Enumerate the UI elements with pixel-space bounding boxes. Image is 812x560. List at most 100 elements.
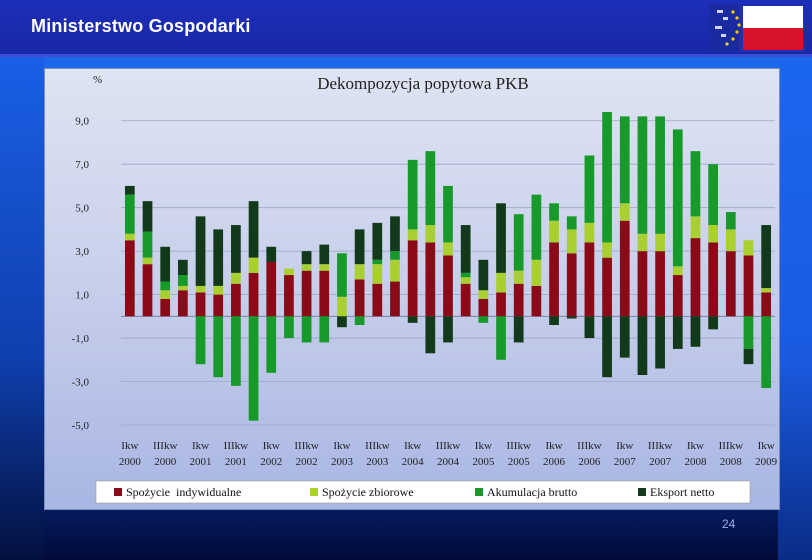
bar-eksport-netto — [478, 259, 489, 291]
bar-akumulacja-brutto — [725, 212, 736, 230]
x-tick-label: Ikw — [475, 440, 492, 452]
x-tick-label: Ikw — [616, 440, 633, 452]
bar-spozycie-zbiorowe — [390, 259, 400, 282]
bar-spozycie-zbiorowe — [160, 290, 171, 299]
bar-spozycie-zbiorowe — [248, 257, 259, 273]
bar-spozycie-zbiorowe — [761, 288, 772, 293]
bar-spozycie-indywidualne — [407, 240, 418, 317]
bar-akumulacja-brutto — [743, 316, 754, 349]
bar-spozycie-indywidualne — [531, 285, 542, 317]
x-tick-label: Ikw — [121, 440, 138, 452]
bar-akumulacja-brutto — [178, 275, 188, 286]
bar-spozycie-zbiorowe — [743, 240, 754, 256]
right-decor-strip — [778, 57, 812, 560]
x-tick-label-year: 2007 — [649, 456, 672, 468]
bar-eksport-netto — [142, 201, 153, 232]
bar-spozycie-indywidualne — [708, 242, 718, 317]
x-tick-label-year: 2004 — [437, 456, 460, 468]
x-tick-label-year: 2004 — [402, 456, 425, 468]
bar-spozycie-zbiorowe — [496, 272, 506, 293]
bar-spozycie-indywidualne — [672, 275, 683, 317]
legend-label-spozycie-indywidualne: Spożycie indywidualne — [126, 485, 241, 499]
legend-swatch-spozycie-indywidualne — [114, 488, 122, 496]
bar-spozycie-zbiorowe — [425, 225, 436, 243]
bar-spozycie-zbiorowe — [513, 270, 524, 284]
bar-spozycie-zbiorowe — [690, 216, 701, 239]
chart-title: Dekompozycja popytowa PKB — [317, 74, 529, 93]
bar-akumulacja-brutto — [124, 194, 135, 234]
x-tick-label: IIIkw — [648, 440, 672, 452]
x-tick-label-year: 2008 — [720, 456, 743, 468]
bar-spozycie-indywidualne — [619, 220, 630, 317]
x-tick-label-year: 2006 — [543, 456, 566, 468]
bar-eksport-netto — [655, 316, 665, 369]
y-tick-label: 9,0 — [75, 116, 89, 128]
bar-akumulacja-brutto — [690, 151, 701, 217]
x-tick-label: IIIkw — [294, 440, 318, 452]
x-tick-label-year: 2002 — [260, 456, 282, 468]
bar-eksport-netto — [301, 251, 312, 265]
bar-spozycie-zbiorowe — [319, 264, 330, 271]
x-tick-label: IIIkw — [436, 440, 460, 452]
y-axis-label: % — [93, 74, 102, 86]
bar-eksport-netto — [672, 316, 683, 349]
bar-eksport-netto — [195, 216, 206, 286]
x-tick-label-year: 2000 — [154, 456, 177, 468]
bar-spozycie-indywidualne — [637, 251, 648, 317]
bar-spozycie-indywidualne — [248, 272, 259, 317]
bar-eksport-netto — [372, 222, 383, 260]
bar-spozycie-zbiorowe — [478, 290, 489, 299]
bar-eksport-netto — [178, 259, 188, 276]
x-tick-label-year: 2002 — [296, 456, 318, 468]
bar-akumulacja-brutto — [513, 214, 524, 271]
x-tick-label-year: 2001 — [225, 456, 247, 468]
bar-akumulacja-brutto — [549, 203, 559, 221]
x-tick-label-year: 2001 — [190, 456, 212, 468]
ministry-logo-icon — [709, 4, 805, 52]
header-bar — [0, 0, 812, 54]
bar-spozycie-zbiorowe — [195, 285, 206, 293]
bar-eksport-netto — [231, 225, 241, 273]
bar-akumulacja-brutto — [301, 316, 312, 343]
bar-eksport-netto — [513, 316, 524, 343]
x-tick-label-year: 2009 — [755, 456, 778, 468]
bar-spozycie-indywidualne — [443, 255, 453, 317]
bar-akumulacja-brutto — [655, 116, 665, 234]
bar-spozycie-indywidualne — [195, 292, 206, 317]
left-decor-strip — [0, 57, 44, 560]
x-tick-label-year: 2007 — [614, 456, 637, 468]
bar-akumulacja-brutto — [142, 231, 153, 258]
bar-akumulacja-brutto — [390, 251, 400, 260]
bar-spozycie-indywidualne — [549, 242, 559, 317]
bar-eksport-netto — [248, 201, 259, 258]
bar-spozycie-zbiorowe — [407, 229, 418, 241]
x-tick-label: Ikw — [545, 440, 562, 452]
bar-eksport-netto — [637, 316, 648, 376]
bar-akumulacja-brutto — [478, 316, 489, 323]
bar-eksport-netto — [761, 225, 772, 289]
bar-spozycie-zbiorowe — [337, 296, 347, 317]
bar-spozycie-zbiorowe — [301, 264, 312, 271]
bar-eksport-netto — [584, 316, 595, 339]
bar-spozycie-indywidualne — [478, 298, 489, 317]
bar-spozycie-zbiorowe — [284, 268, 294, 276]
legend-swatch-akumulacja-brutto — [475, 488, 483, 496]
bar-spozycie-zbiorowe — [124, 233, 135, 241]
legend-label-akumulacja-brutto: Akumulacja brutto — [487, 485, 577, 499]
bar-eksport-netto — [160, 246, 171, 282]
x-tick-label-year: 2003 — [331, 456, 354, 468]
bar-spozycie-indywidualne — [266, 262, 277, 317]
bar-spozycie-indywidualne — [460, 283, 471, 317]
bar-eksport-netto — [266, 246, 277, 262]
x-tick-label-year: 2005 — [472, 456, 495, 468]
legend: Spożycie indywidualne Spożycie zbiorowe … — [95, 480, 751, 504]
bar-spozycie-indywidualne — [584, 242, 595, 317]
x-tick-label-year: 2008 — [684, 456, 707, 468]
bar-spozycie-indywidualne — [319, 270, 330, 317]
bar-spozycie-zbiorowe — [725, 229, 736, 252]
bar-akumulacja-brutto — [602, 112, 612, 243]
bar-spozycie-zbiorowe — [602, 242, 612, 258]
bar-akumulacja-brutto — [213, 316, 224, 378]
bar-eksport-netto — [708, 316, 718, 330]
bar-akumulacja-brutto — [284, 316, 294, 339]
